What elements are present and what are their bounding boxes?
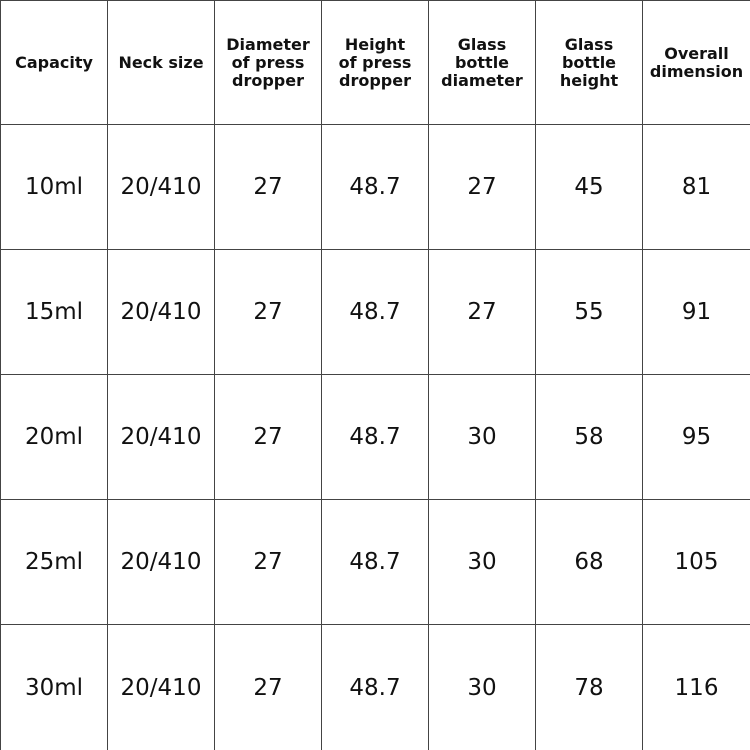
table-cell: 58 (574, 424, 604, 450)
table-cell: 55 (574, 299, 604, 325)
table-cell: 27 (253, 674, 283, 701)
table-cell-cell: 91 (643, 250, 750, 375)
table-cell: 30 (467, 674, 497, 701)
table-cell-cell: 10ml (1, 125, 108, 250)
table-cell: 48.7 (349, 424, 401, 450)
table-cell: 25ml (24, 549, 84, 575)
column-header-cell: Neck size (108, 1, 215, 125)
table-cell: 30 (467, 424, 497, 450)
table-cell: 105 (674, 549, 719, 575)
table-cell: 91 (681, 299, 712, 325)
table-cell-cell: 81 (643, 125, 750, 250)
table-cell: 48.7 (349, 549, 401, 575)
table-cell: 27 (253, 299, 283, 325)
column-header: Glass bottle height (559, 34, 619, 90)
table-cell-cell: 20/410 (108, 500, 215, 625)
table-cell-cell: 58 (536, 375, 643, 500)
table-cell: 48.7 (349, 674, 401, 701)
table-cell: 20/410 (120, 549, 202, 575)
table-cell-cell: 20/410 (108, 250, 215, 375)
table-cell: 68 (574, 549, 604, 575)
table-cell-cell: 15ml (1, 250, 108, 375)
column-header-cell: Height of press dropper (322, 1, 429, 125)
table-cell: 20/410 (120, 299, 202, 325)
table-cell: 20ml (24, 424, 84, 450)
table-cell-cell: 30ml (1, 625, 108, 750)
table-cell-cell: 20ml (1, 375, 108, 500)
table-cell: 30ml (24, 674, 84, 701)
table-cell: 27 (253, 174, 283, 200)
table-cell: 48.7 (349, 299, 401, 325)
table-cell-cell: 20/410 (108, 125, 215, 250)
table-cell-cell: 116 (643, 625, 750, 750)
table-cell: 95 (681, 424, 712, 450)
table-cell-cell: 48.7 (322, 250, 429, 375)
table-cell-cell: 25ml (1, 500, 108, 625)
table-cell: 45 (574, 174, 604, 200)
table-cell-cell: 27 (215, 125, 322, 250)
column-header: Overall dimension (649, 43, 744, 81)
table-cell: 15ml (24, 299, 84, 325)
table-cell-cell: 45 (536, 125, 643, 250)
table-cell-cell: 105 (643, 500, 750, 625)
table-cell: 27 (467, 299, 497, 325)
table-cell-cell: 27 (429, 125, 536, 250)
table-cell-cell: 27 (215, 250, 322, 375)
table-cell: 30 (467, 549, 497, 575)
table-cell-cell: 95 (643, 375, 750, 500)
table-cell-cell: 55 (536, 250, 643, 375)
table-cell-cell: 48.7 (322, 625, 429, 750)
table-cell-cell: 27 (215, 500, 322, 625)
table-cell-cell: 27 (215, 375, 322, 500)
table-cell-cell: 27 (215, 625, 322, 750)
column-header: Neck size (118, 52, 204, 72)
column-header-cell: Capacity (1, 1, 108, 125)
table-cell: 81 (681, 174, 712, 200)
column-header-cell: Diameter of press dropper (215, 1, 322, 125)
table-cell-cell: 78 (536, 625, 643, 750)
table-cell: 10ml (24, 174, 84, 200)
column-header-cell: Glass bottle diameter (429, 1, 536, 125)
table-cell-cell: 30 (429, 375, 536, 500)
table-cell: 27 (253, 424, 283, 450)
table-cell-cell: 68 (536, 500, 643, 625)
column-header: Capacity (15, 52, 93, 72)
table-cell: 78 (574, 674, 604, 701)
column-header-cell: Glass bottle height (536, 1, 643, 125)
table-cell: 20/410 (120, 424, 202, 450)
table-cell: 116 (674, 674, 719, 701)
column-header: Height of press dropper (338, 34, 412, 90)
table-cell: 27 (253, 549, 283, 575)
table-cell-cell: 30 (429, 500, 536, 625)
table-cell-cell: 48.7 (322, 125, 429, 250)
table-cell-cell: 30 (429, 625, 536, 750)
table-cell-cell: 27 (429, 250, 536, 375)
column-header: Glass bottle diameter (441, 34, 523, 90)
column-header: Diameter of press dropper (226, 34, 310, 90)
column-header-cell: Overall dimension (643, 1, 750, 125)
table-cell-cell: 20/410 (108, 625, 215, 750)
table-cell: 48.7 (349, 174, 401, 200)
table-cell: 20/410 (120, 174, 202, 200)
table-cell-cell: 48.7 (322, 500, 429, 625)
table-cell-cell: 20/410 (108, 375, 215, 500)
table-cell-cell: 48.7 (322, 375, 429, 500)
table-cell: 27 (467, 174, 497, 200)
table-cell: 20/410 (120, 674, 202, 701)
